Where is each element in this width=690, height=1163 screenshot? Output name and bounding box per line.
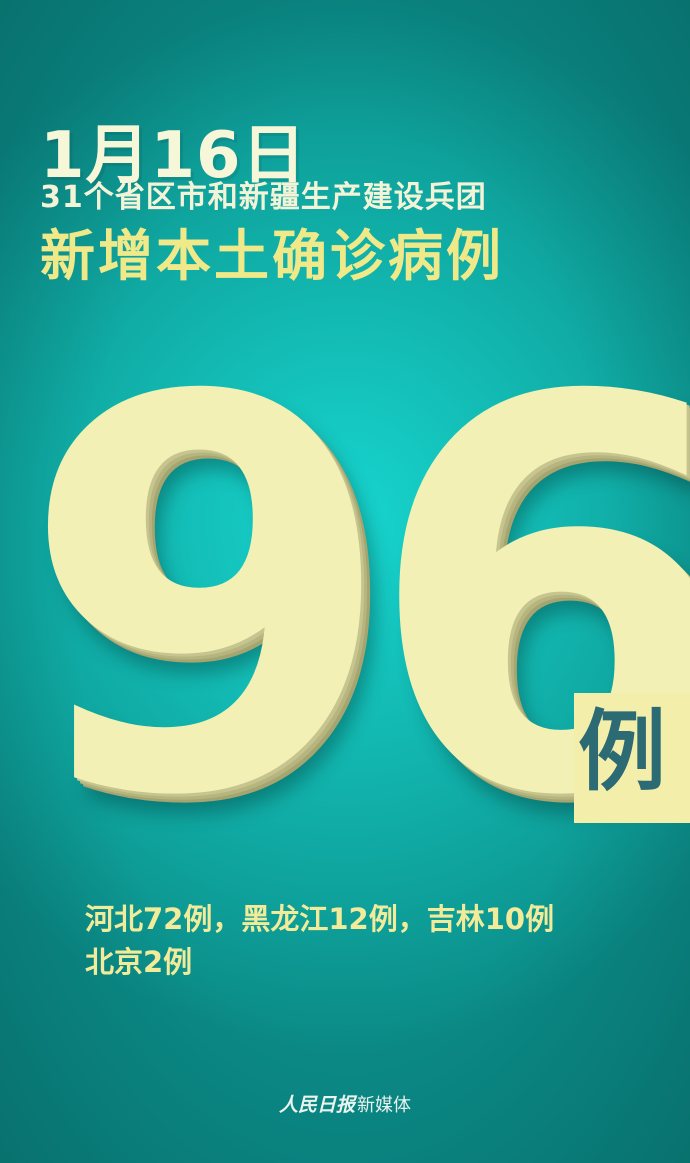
breakdown-line-2: 北京2例 xyxy=(85,945,193,979)
date-title: 1月16日 xyxy=(40,119,307,193)
footer: 人民日报 新媒体 xyxy=(0,1090,690,1117)
headline: 新增本土确诊病例 xyxy=(40,224,505,288)
unit-box xyxy=(574,693,690,823)
breakdown: 河北72例，黑龙江12例，吉林10例 北京2例 xyxy=(85,898,554,984)
footer-text: 新媒体 xyxy=(357,1095,411,1116)
peoples-daily-logo: 人民日报 xyxy=(278,1094,355,1116)
unit-label: 例 xyxy=(578,700,667,803)
subtitle: 31个省区市和新疆生产建设兵团 xyxy=(40,180,487,215)
breakdown-line-1: 河北72例，黑龙江12例，吉林10例 xyxy=(85,902,555,936)
